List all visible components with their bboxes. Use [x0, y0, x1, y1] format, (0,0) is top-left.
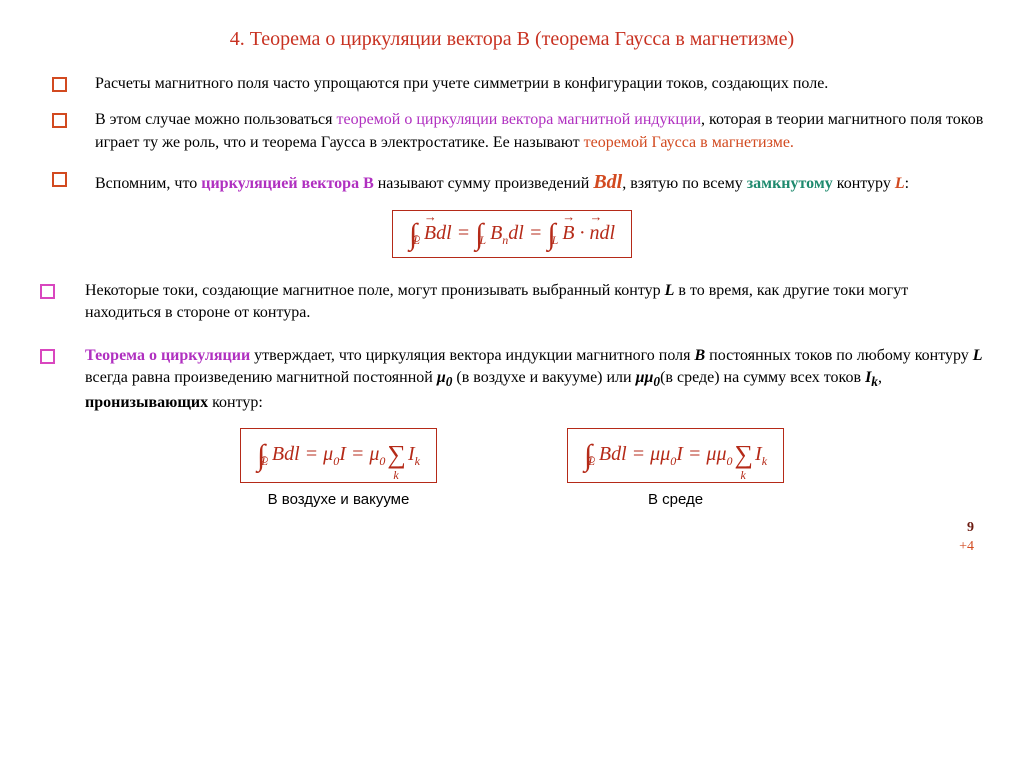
- formula-left-col: ∫○LBdl = μ0I = μ0∑kIk В воздухе и вакуум…: [240, 428, 437, 509]
- likes-count: +4: [40, 537, 974, 557]
- page-title: 4. Теорема о циркуляции вектора В (теоре…: [40, 25, 984, 53]
- caption-right: В среде: [567, 489, 784, 510]
- title-accent: В: [517, 28, 530, 50]
- bullet-list-2: Некоторые токи, создающие магнитное поле…: [40, 280, 984, 414]
- list-item: Расчеты магнитного поля часто упрощаются…: [40, 73, 984, 95]
- caption-left: В воздухе и вакууме: [240, 489, 437, 510]
- formula-left: ∫○LBdl = μ0I = μ0∑kIk: [240, 428, 437, 482]
- formula-bottom-row: ∫○LBdl = μ0I = μ0∑kIk В воздухе и вакуум…: [40, 428, 984, 509]
- list-item: В этом случае можно пользоваться теоремо…: [40, 109, 984, 154]
- title-prefix: 4.: [230, 28, 245, 50]
- title-main: Теорема о циркуляции вектора: [250, 28, 512, 50]
- title-suffix: (теорема Гаусса в магнетизме): [535, 28, 794, 50]
- formula-top: ∫○LBdl = ∫LBndl = ∫LB · ndl: [392, 210, 632, 258]
- page-footer: 9 +4: [40, 518, 984, 557]
- bullet-list: Расчеты магнитного поля часто упрощаются…: [40, 73, 984, 196]
- formula-right: ∫○LBdl = μμ0I = μμ0∑kIk: [567, 428, 784, 482]
- formula-right-col: ∫○LBdl = μμ0I = μμ0∑kIk В среде: [567, 428, 784, 509]
- list-item: Вспомним, что циркуляцией вектора В назы…: [40, 168, 984, 196]
- page-number: 9: [40, 518, 974, 538]
- list-item: Теорема о циркуляции утверждает, что цир…: [40, 345, 984, 415]
- formula-top-row: ∫○LBdl = ∫LBndl = ∫LB · ndl: [40, 210, 984, 258]
- list-item: Некоторые токи, создающие магнитное поле…: [40, 280, 984, 325]
